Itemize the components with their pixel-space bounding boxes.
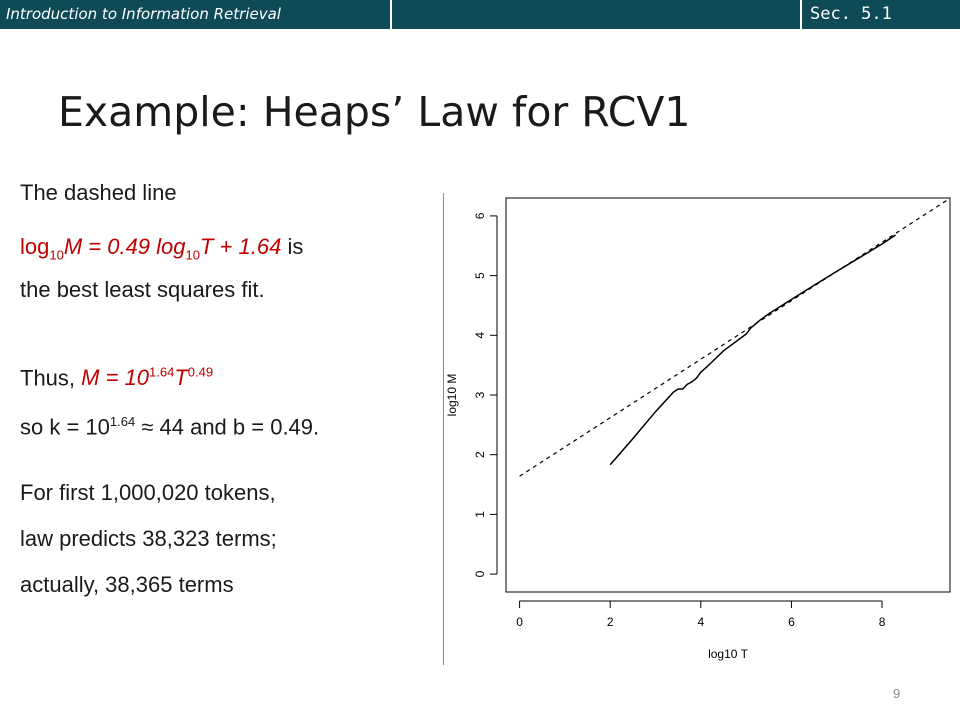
x-axis-label: log10 T xyxy=(708,647,748,661)
y-tick-label-3: 3 xyxy=(473,391,487,398)
so-line: so k = 101.64 ≈ 44 and b = 0.49. xyxy=(20,414,319,440)
divider-line xyxy=(443,193,444,665)
eq-sub2: 10 xyxy=(185,247,200,263)
page-number: 9 xyxy=(893,686,901,701)
x-tick-label-3: 6 xyxy=(788,615,795,629)
so-exp: 1.64 xyxy=(109,414,136,429)
x-tick-label-0: 0 xyxy=(516,615,523,629)
text-actually: actually, 38,365 terms xyxy=(20,572,234,597)
section-label: Sec. 5.1 xyxy=(802,0,960,29)
text-dashed-line: The dashed line xyxy=(20,180,177,205)
y-tick-label-2: 2 xyxy=(473,451,487,458)
thus-m: M = 10 xyxy=(81,365,150,391)
plot-frame xyxy=(505,197,951,593)
text-first-tokens: For first 1,000,020 tokens, xyxy=(20,480,276,505)
equation-line: log10M = 0.49 log10T + 1.64 is xyxy=(20,234,303,262)
thus-formula: M = 101.64T0.49 xyxy=(81,365,213,390)
y-tick-label-4: 4 xyxy=(473,332,487,339)
y-tick-label-1: 1 xyxy=(473,511,487,518)
y-axis-label: log10 M xyxy=(445,374,459,417)
text-fit: the best least squares fit. xyxy=(20,277,265,302)
text-law-predicts: law predicts 38,323 terms; xyxy=(20,526,277,551)
thus-line: Thus, M = 101.64T0.49 xyxy=(20,365,213,391)
eq-m-part: M = 0.49 log xyxy=(63,234,186,259)
y-tick-label-5: 5 xyxy=(473,272,487,279)
thus-exp2: 0.49 xyxy=(187,365,214,380)
header-spacer xyxy=(392,0,800,29)
y-tick-label-0: 0 xyxy=(473,570,487,577)
y-tick-label-6: 6 xyxy=(473,212,487,219)
so-rest: ≈ 44 and b = 0.49. xyxy=(135,414,320,440)
eq-log1: log xyxy=(20,234,50,259)
thus-exp1: 1.64 xyxy=(149,365,175,380)
course-title: Introduction to Information Retrieval xyxy=(0,0,390,29)
thus-prefix: Thus, xyxy=(20,365,82,391)
slide-title: Example: Heaps’ Law for RCV1 xyxy=(58,88,691,136)
data-line-solid xyxy=(609,234,897,466)
x-tick-label-1: 2 xyxy=(607,615,614,629)
equation: log10M = 0.49 log10T + 1.64 xyxy=(20,234,282,263)
x-tick-label-4: 8 xyxy=(879,615,886,629)
eq-is: is xyxy=(281,234,304,259)
thus-t: T xyxy=(174,365,188,391)
so-prefix: so k = 10 xyxy=(20,414,110,440)
header-bar: Introduction to Information Retrieval Se… xyxy=(0,0,960,29)
x-tick-label-2: 4 xyxy=(697,615,704,629)
fit-line-dashed xyxy=(519,197,951,477)
heaps-law-chart: 0 2 4 6 8 0 1 2 3 4 5 6 log10 T log10 M xyxy=(445,197,951,661)
eq-t-part: T + 1.64 xyxy=(199,234,282,259)
eq-sub1: 10 xyxy=(49,247,64,263)
